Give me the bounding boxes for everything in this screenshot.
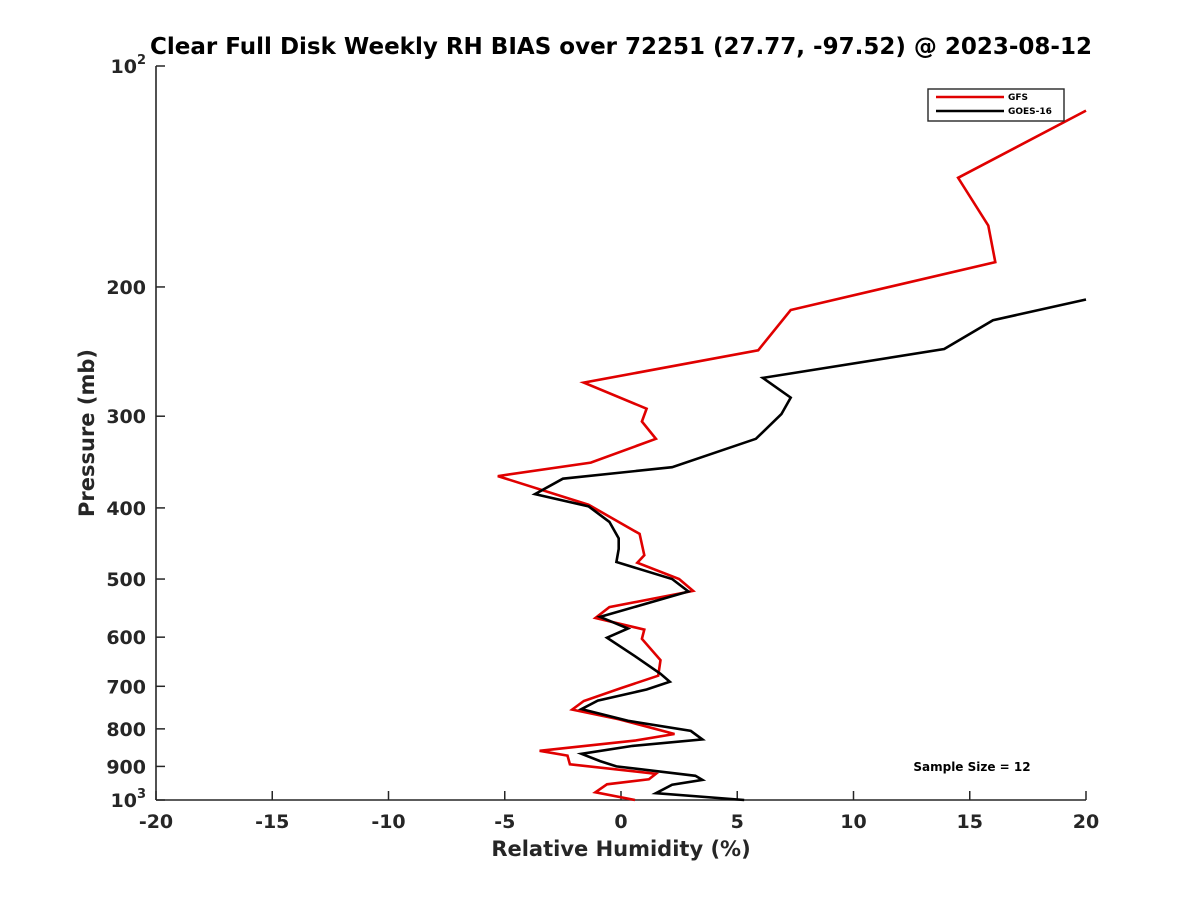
chart-title: Clear Full Disk Weekly RH BIAS over 7225…	[150, 34, 1092, 60]
x-axis-label: Relative Humidity (%)	[491, 837, 750, 861]
y-tick-label: 300	[106, 406, 146, 428]
x-tick-label: -15	[255, 811, 289, 833]
y-tick-label: 500	[106, 569, 146, 591]
y-tick-label: 103	[111, 787, 147, 812]
y-tick-exponent: 2	[137, 53, 146, 68]
x-ticks: -20 -15 -10 -5 0 5 10 15 20	[139, 791, 1099, 833]
y-tick-label: 102	[111, 53, 147, 78]
x-tick-label: 15	[957, 811, 983, 833]
series-line-goes16	[531, 298, 1087, 802]
y-tick-exponent: 3	[137, 787, 146, 802]
x-tick-label: 10	[840, 811, 866, 833]
y-tick-label: 900	[106, 756, 146, 778]
y-tick-label: 600	[106, 627, 146, 649]
sample-size-annotation: Sample Size = 12	[913, 760, 1030, 774]
x-tick-label: -5	[494, 811, 515, 833]
plot-area: -20 -15 -10 -5 0 5 10 15 20 10220030040050060070…	[106, 53, 1099, 833]
y-tick-label: 700	[106, 676, 146, 698]
y-tick-label: 400	[106, 498, 146, 520]
x-tick-label: 20	[1073, 811, 1099, 833]
y-tick-label: 800	[106, 719, 146, 741]
y-tick-base: 10	[111, 56, 137, 78]
x-tick-label: 0	[614, 811, 627, 833]
y-tick-label: 200	[106, 277, 146, 299]
y-axis-label: Pressure (mb)	[75, 349, 99, 517]
series-lines	[497, 109, 1087, 802]
series-line-gfs	[497, 109, 1087, 802]
x-tick-label: -10	[371, 811, 405, 833]
legend-label-goes16: GOES-16	[1008, 107, 1052, 117]
legend-label-gfs: GFS	[1008, 93, 1028, 103]
x-tick-label: 5	[731, 811, 744, 833]
legend: GFS GOES-16	[927, 88, 1065, 122]
x-tick-label: -20	[139, 811, 173, 833]
y-tick-base: 10	[111, 790, 137, 812]
legend-box	[927, 88, 1065, 122]
